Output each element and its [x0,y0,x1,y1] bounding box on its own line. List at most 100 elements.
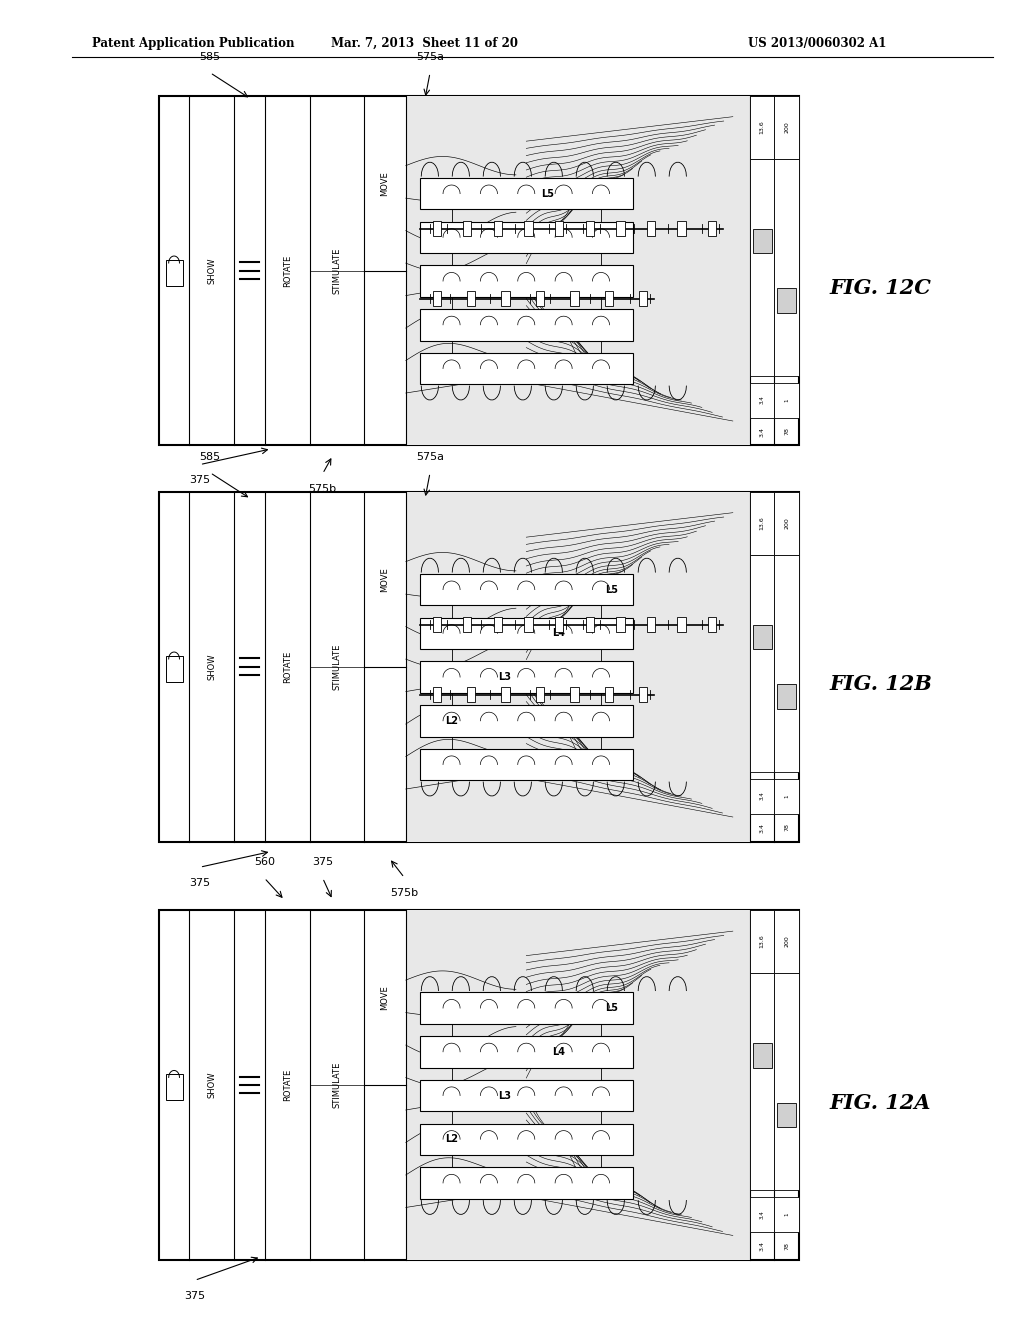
Text: L2: L2 [445,1134,458,1144]
Text: MOVE: MOVE [381,566,389,591]
Text: L5: L5 [541,189,554,198]
Bar [678,220,686,236]
Text: 13.6: 13.6 [760,935,765,949]
Text: L3: L3 [499,672,511,682]
Bar [166,260,182,286]
Bar [586,220,594,236]
Bar [751,383,774,417]
Bar [774,492,799,554]
Bar [420,1167,633,1199]
Text: SHOW: SHOW [207,257,216,284]
Bar [524,616,532,632]
Bar [420,309,633,341]
Text: ROTATE: ROTATE [283,651,292,682]
Text: 585: 585 [200,451,220,462]
Text: L3: L3 [499,1090,511,1101]
Bar [159,911,799,1259]
Text: STIMULATE: STIMULATE [333,247,341,294]
Bar [159,95,799,445]
Text: 560: 560 [254,857,274,867]
Bar [420,705,633,737]
Bar [774,1197,799,1232]
Bar [751,973,774,1191]
Bar [777,1102,797,1127]
Text: 375: 375 [189,878,210,888]
Bar [420,1080,633,1111]
Bar [616,220,625,236]
Text: 78: 78 [784,1242,790,1250]
Text: 585: 585 [200,51,220,62]
Text: ROTATE: ROTATE [283,255,292,286]
Text: L5: L5 [605,1003,618,1012]
Bar [605,686,613,702]
Text: 1: 1 [784,795,790,797]
Text: MOVE: MOVE [381,170,389,195]
Bar [751,158,774,375]
Bar [432,616,441,632]
Bar [555,220,563,236]
Bar [639,686,647,702]
Bar [708,220,717,236]
Bar [774,158,799,375]
Bar [420,1036,633,1068]
Text: 3.4: 3.4 [760,1241,765,1251]
Text: 13.6: 13.6 [760,516,765,531]
Bar [420,574,633,606]
Bar [463,220,471,236]
Bar [586,616,594,632]
Bar [647,220,655,236]
Text: 13.6: 13.6 [760,120,765,135]
Text: FIG. 12C: FIG. 12C [829,279,931,298]
Bar [420,352,633,384]
Bar [159,492,799,842]
Text: 1: 1 [784,1213,790,1216]
Text: 375: 375 [184,1291,205,1302]
Bar [678,616,686,632]
Bar [420,178,633,210]
Bar [774,554,799,771]
Text: 3.4: 3.4 [760,426,765,437]
Bar [777,684,797,709]
Bar [406,95,751,445]
Bar [432,686,441,702]
Text: 200: 200 [784,121,790,133]
Text: 3.4: 3.4 [760,822,765,833]
Text: L2: L2 [445,715,458,726]
Text: 575a: 575a [416,51,444,62]
Text: 78: 78 [784,428,790,436]
Text: STIMULATE: STIMULATE [333,1061,341,1109]
Text: L5: L5 [605,585,618,594]
Text: 1: 1 [784,399,790,401]
Text: 3.4: 3.4 [760,1210,765,1218]
Text: US 2013/0060302 A1: US 2013/0060302 A1 [748,37,886,50]
Text: 3.4: 3.4 [760,396,765,404]
Bar [494,616,502,632]
Bar [463,616,471,632]
Bar [774,95,799,158]
Text: SHOW: SHOW [207,1072,216,1098]
Bar [420,748,633,780]
Bar [616,616,625,632]
Bar [467,290,475,306]
Bar [774,779,799,813]
Text: Patent Application Publication: Patent Application Publication [92,37,295,50]
Bar [751,779,774,813]
Bar [420,661,633,693]
Bar [555,616,563,632]
Bar [420,1123,633,1155]
Text: 375: 375 [312,857,333,867]
Bar [774,383,799,417]
Bar [406,492,751,842]
Bar [647,616,655,632]
Text: 575a: 575a [416,451,444,462]
Text: MOVE: MOVE [381,985,389,1010]
Bar [751,554,774,771]
Bar [774,973,799,1191]
Text: 375: 375 [189,475,210,486]
Bar [777,288,797,313]
Bar [753,228,772,253]
Bar [467,686,475,702]
Text: 78: 78 [784,824,790,832]
Bar [502,686,510,702]
Bar [502,290,510,306]
